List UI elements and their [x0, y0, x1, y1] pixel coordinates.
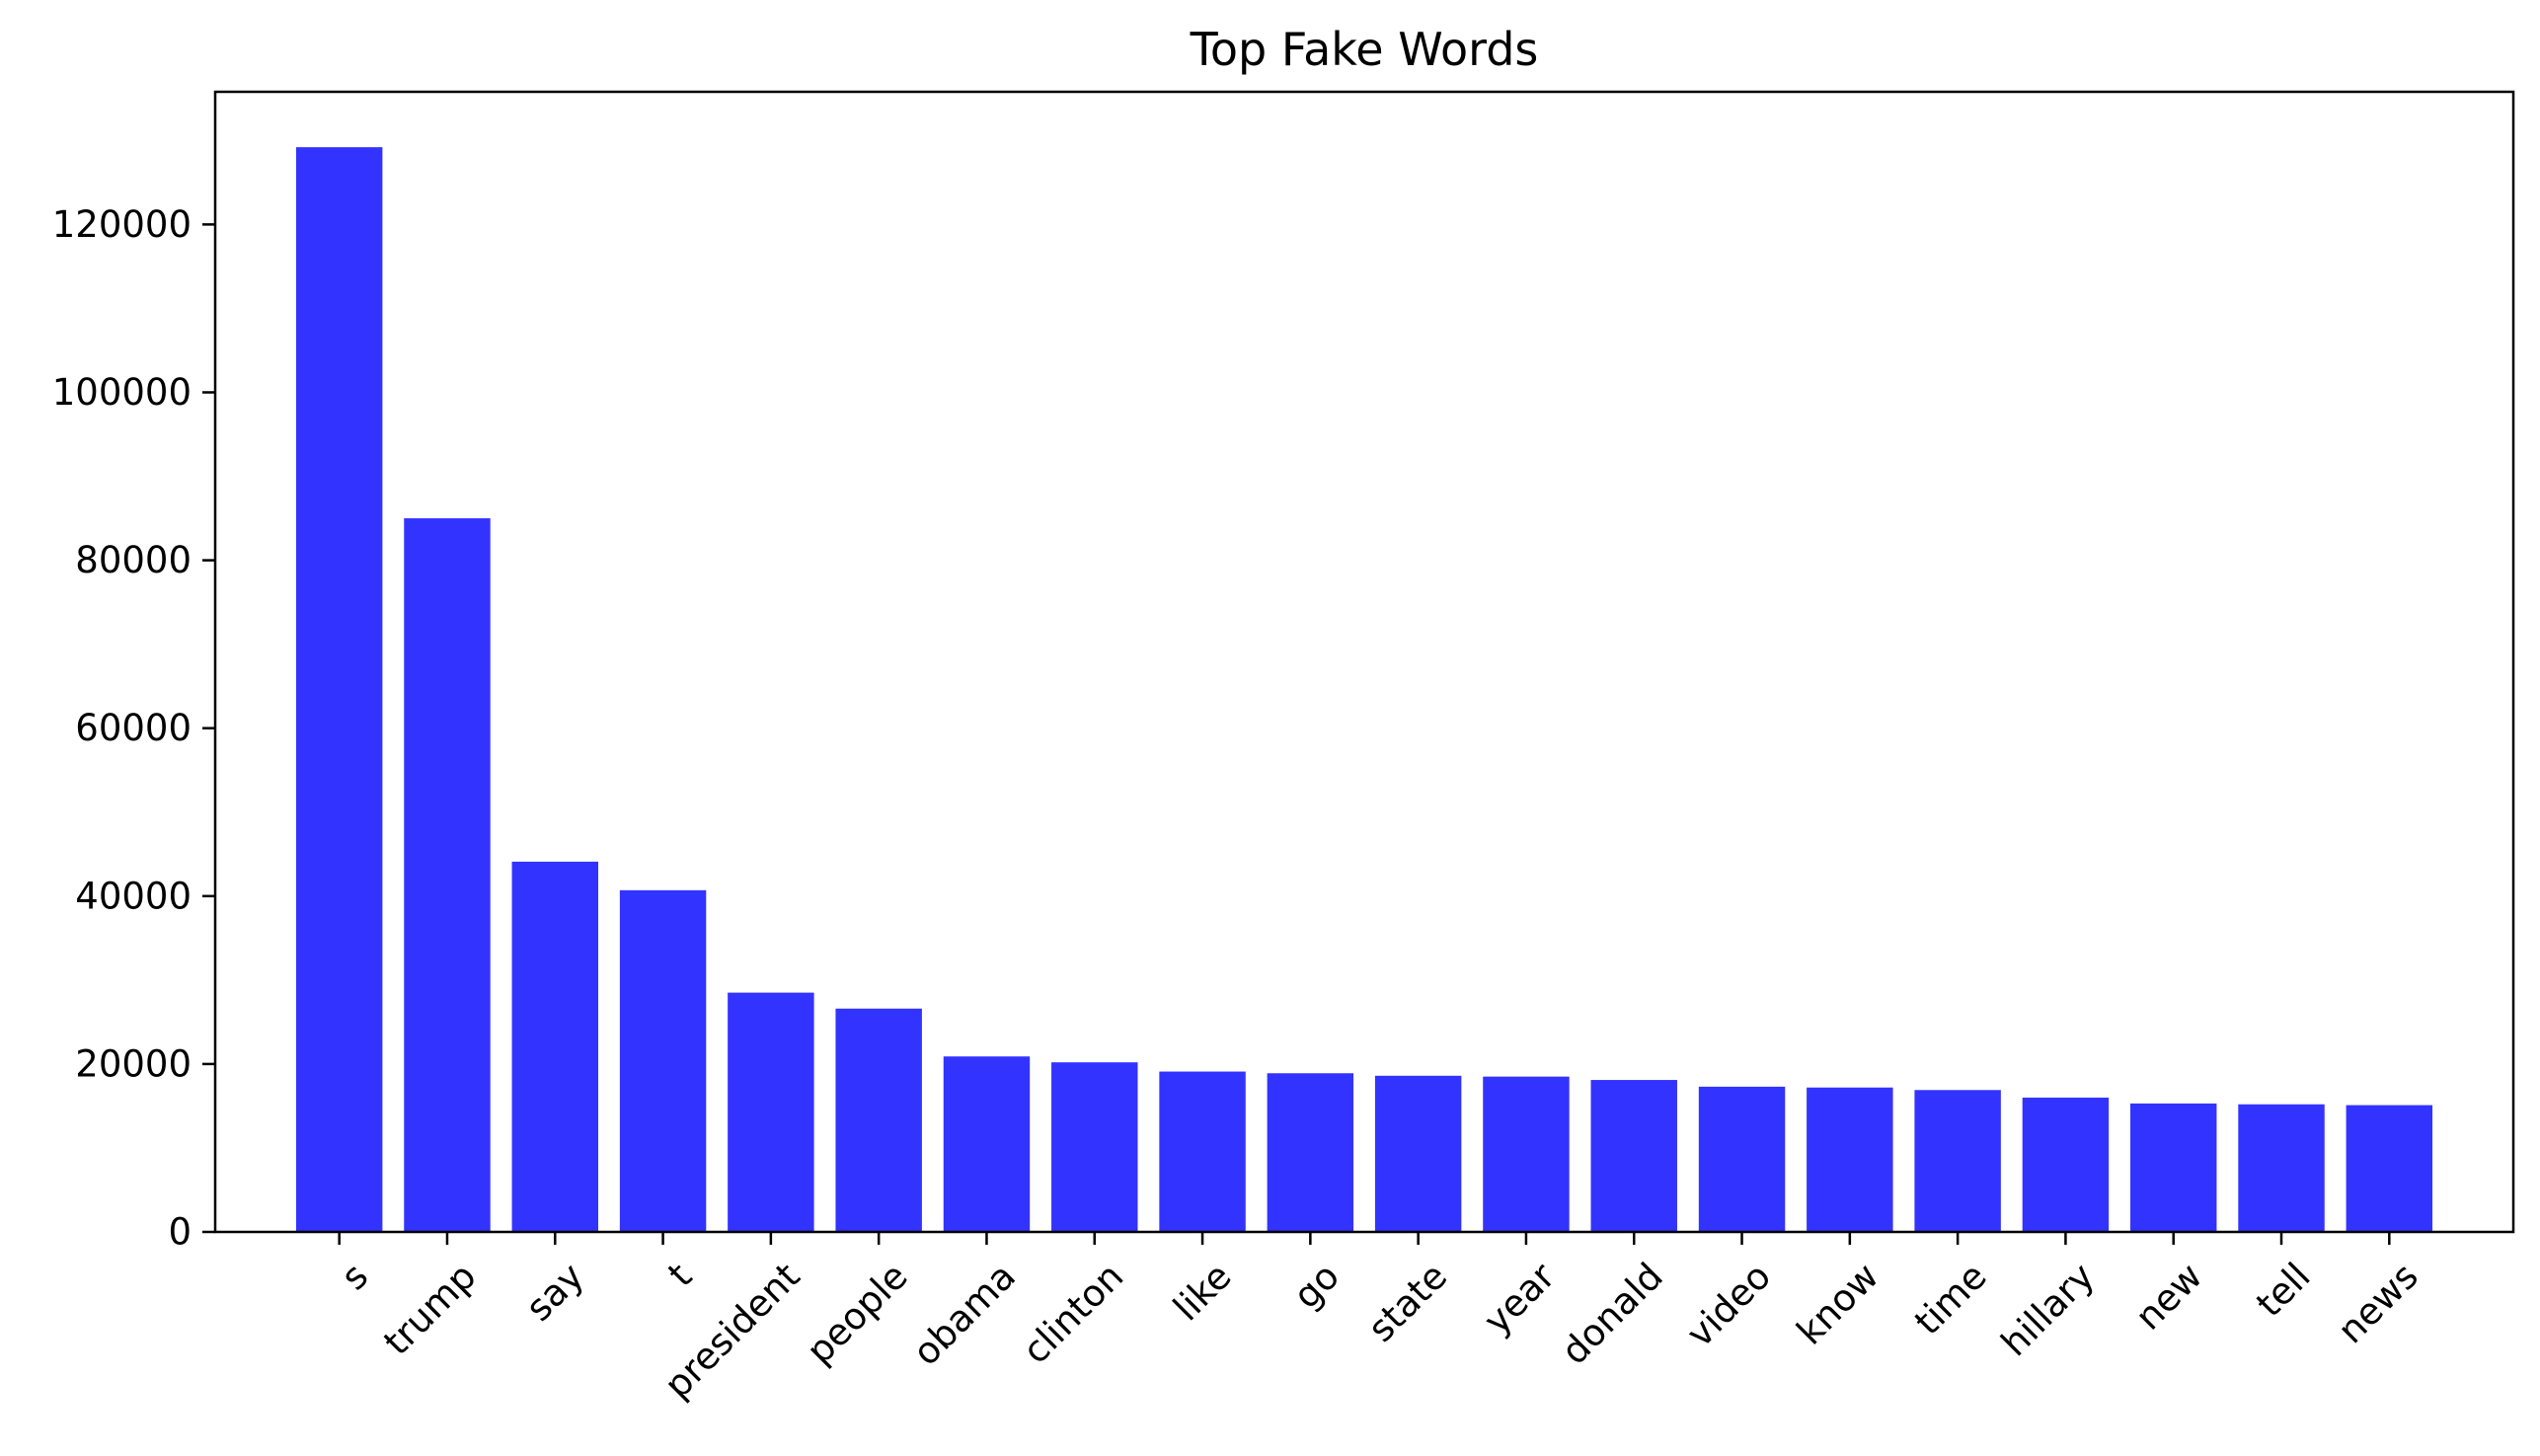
- chart-title: Top Fake Words: [1190, 23, 1539, 76]
- bar-know: [1807, 1087, 1893, 1232]
- bar-obama: [943, 1056, 1031, 1232]
- y-tick-label: 80000: [75, 539, 192, 581]
- bar-people: [835, 1008, 922, 1232]
- bar-t: [619, 889, 707, 1232]
- bar-time: [1914, 1090, 2001, 1232]
- bar-like: [1159, 1071, 1246, 1232]
- bar-donald: [1590, 1080, 1677, 1232]
- bar-year: [1483, 1076, 1570, 1232]
- y-tick-label: 120000: [52, 203, 192, 246]
- bar-state: [1374, 1075, 1462, 1232]
- bar-say: [511, 861, 598, 1232]
- bar-s: [295, 147, 383, 1232]
- y-tick-label: 100000: [52, 371, 192, 414]
- y-tick-label: 40000: [75, 875, 192, 917]
- bar-president: [728, 992, 814, 1232]
- bar-hillary: [2022, 1097, 2110, 1232]
- bar-video: [1698, 1086, 1786, 1232]
- y-tick-label: 0: [168, 1211, 192, 1254]
- bar-go: [1267, 1073, 1354, 1232]
- y-axis: 0 20000 40000 60000 80000 100000 120000: [52, 203, 215, 1254]
- y-tick-label: 60000: [75, 707, 192, 749]
- bars-group: [295, 147, 2433, 1232]
- bar-news: [2346, 1105, 2433, 1232]
- y-tick-label: 20000: [75, 1042, 192, 1085]
- bar-trump: [404, 518, 491, 1232]
- bar-tell: [2238, 1104, 2325, 1232]
- bar-clinton: [1051, 1062, 1138, 1232]
- plot-frame: [213, 90, 2515, 1234]
- bar-new: [2130, 1103, 2217, 1232]
